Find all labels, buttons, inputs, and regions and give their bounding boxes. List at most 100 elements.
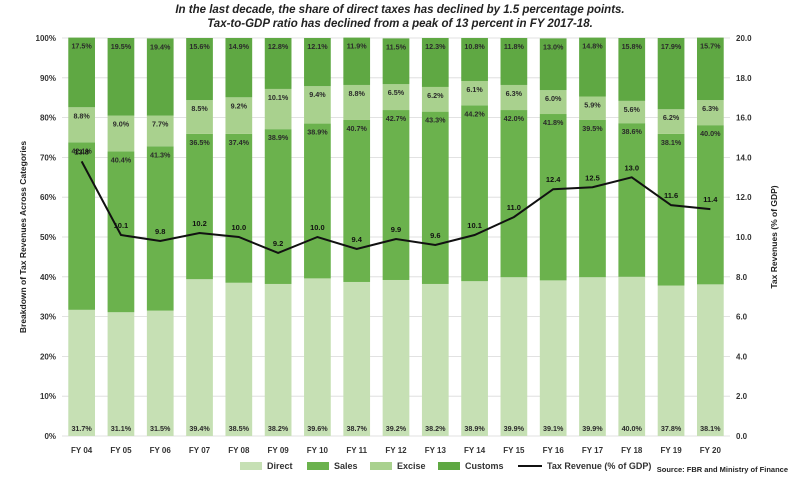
- bar-segment-direct: [343, 281, 371, 436]
- bar-label-sales: 40.4%: [111, 155, 132, 164]
- y-tick-label: 10%: [40, 392, 56, 401]
- bar-label-customs: 12.8%: [268, 42, 289, 51]
- bar-segment-excise: [618, 100, 646, 124]
- legend-label-sales: Sales: [334, 461, 358, 471]
- bar-segment-direct: [461, 281, 488, 436]
- bar-segment-sales: [304, 123, 331, 279]
- bar-label-excise: 6.3%: [506, 89, 523, 98]
- bar-segment-direct: [579, 277, 606, 436]
- bar-segment-sales: [382, 110, 410, 280]
- source-note: Source: FBR and Ministry of Finance: [656, 465, 788, 474]
- bar-segment-sales: [579, 119, 606, 278]
- bar-segment-excise: [304, 86, 331, 124]
- y-tick-label: 0%: [44, 432, 56, 441]
- line-data-label: 12.4: [546, 175, 561, 184]
- bar-segment-direct: [186, 279, 213, 436]
- chart-title-line1: In the last decade, the share of direct …: [175, 4, 625, 16]
- bar-segment-customs: [618, 38, 646, 101]
- bar-label-sales: 41.3%: [150, 150, 171, 159]
- y-tick-label: 40%: [40, 273, 56, 282]
- y2-tick-label: 18.0: [736, 74, 752, 83]
- line-data-label: 13.0: [624, 163, 639, 172]
- bar-segment-customs: [68, 37, 96, 108]
- bar-label-sales: 43.3%: [425, 116, 446, 125]
- y-tick-label: 80%: [40, 114, 56, 123]
- bar-label-direct: 38.9%: [464, 424, 485, 433]
- bar-segment-customs: [304, 38, 331, 87]
- bar-label-direct: 39.4%: [189, 424, 210, 433]
- bar-label-excise: 6.2%: [663, 113, 680, 122]
- bar-segment-customs: [343, 37, 371, 85]
- bar-segment-sales: [146, 146, 174, 311]
- bar-segment-direct: [264, 283, 292, 436]
- y2-tick-label: 6.0: [736, 313, 748, 322]
- legend-swatch-excise: [370, 462, 392, 470]
- line-data-label: 11.4: [703, 195, 718, 204]
- bar-segment-customs: [539, 38, 567, 91]
- bar-segment-customs: [225, 38, 253, 98]
- bar-segment-direct: [657, 285, 685, 436]
- bar-segment-direct: [225, 282, 253, 436]
- bar-label-direct: 40.0%: [622, 424, 643, 433]
- bar-label-direct: 39.9%: [582, 424, 603, 433]
- line-data-label: 12.5: [585, 173, 600, 182]
- bar-label-sales: 36.5%: [189, 138, 210, 147]
- legend-item-sales: Sales: [307, 461, 358, 471]
- bar-label-customs: 11.8%: [504, 42, 525, 51]
- y2-tick-label: 2.0: [736, 392, 748, 401]
- x-tick-label: FY 08: [228, 446, 250, 455]
- bar-segment-direct: [68, 309, 96, 436]
- x-tick-label: FY 17: [582, 446, 604, 455]
- bar-label-excise: 6.3%: [702, 104, 719, 113]
- bar-label-sales: 38.6%: [622, 127, 643, 136]
- x-tick-label: FY 11: [346, 446, 367, 455]
- bar-label-direct: 38.5%: [229, 424, 250, 433]
- bar-segment-sales: [68, 142, 96, 310]
- bar-segment-sales: [618, 123, 646, 277]
- bar-segment-direct: [421, 283, 449, 436]
- chart-legend: Direct Sales Excise Customs Tax Revenue …: [0, 461, 800, 477]
- bar-segment-excise: [146, 115, 174, 147]
- x-tick-label: FY 09: [268, 446, 290, 455]
- bar-label-sales: 39.5%: [582, 124, 603, 133]
- bar-label-direct: 38.7%: [347, 424, 368, 433]
- legend-swatch-sales: [307, 462, 329, 470]
- bar-label-customs: 15.6%: [189, 42, 210, 51]
- line-data-label: 9.6: [430, 231, 440, 240]
- x-tick-label: FY 12: [385, 446, 407, 455]
- bar-segment-customs: [146, 38, 174, 116]
- bar-label-sales: 40.7%: [347, 124, 368, 133]
- bar-label-direct: 39.6%: [307, 424, 328, 433]
- bar-label-excise: 6.1%: [466, 85, 483, 94]
- bar-segment-direct: [539, 280, 567, 436]
- x-tick-label: FY 13: [425, 446, 447, 455]
- bar-label-customs: 14.8%: [582, 42, 603, 51]
- x-tick-label: FY 14: [464, 446, 486, 455]
- bar-segment-excise: [421, 86, 449, 112]
- bar-segment-direct: [146, 310, 174, 436]
- bar-segment-excise: [343, 84, 371, 120]
- bar-segment-customs: [107, 38, 135, 116]
- bar-segment-excise: [225, 97, 253, 134]
- bar-label-direct: 37.8%: [661, 424, 682, 433]
- bar-label-excise: 8.8%: [349, 89, 366, 98]
- line-data-label: 11.6: [664, 191, 678, 200]
- bar-segment-sales: [539, 114, 567, 281]
- bar-label-customs: 17.9%: [661, 42, 682, 51]
- tax-revenue-line: [80, 160, 711, 254]
- line-data-label: 9.9: [391, 225, 401, 234]
- bar-segment-sales: [186, 133, 213, 280]
- line-data-label: 9.2: [273, 239, 283, 248]
- bar-label-sales: 38.9%: [307, 128, 328, 137]
- bar-label-direct: 38.2%: [268, 424, 289, 433]
- bar-segment-customs: [500, 38, 528, 85]
- y-axis-title: Breakdown of Tax Revenues Across Categor…: [18, 141, 28, 334]
- bar-label-customs: 10.8%: [464, 42, 485, 51]
- bar-segment-direct: [696, 284, 724, 436]
- bar-label-excise: 5.9%: [584, 101, 601, 110]
- bar-label-customs: 19.5%: [111, 42, 132, 51]
- legend-label-excise: Excise: [397, 461, 426, 471]
- bar-segment-customs: [421, 38, 449, 87]
- bar-segment-sales: [657, 133, 685, 286]
- bar-segment-sales: [696, 125, 724, 285]
